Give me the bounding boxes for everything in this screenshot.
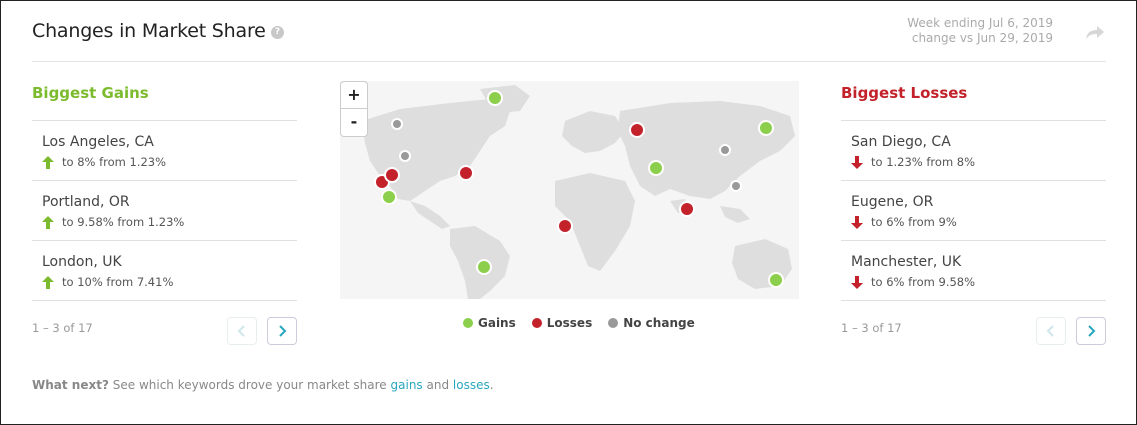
item-change: to 9.58% from 1.23% [42,215,297,229]
gains-link[interactable]: gains [390,378,423,392]
item-change: to 6% from 9.58% [851,275,1106,289]
losses-link[interactable]: losses [452,378,490,392]
losses-dot-icon [531,318,542,328]
change-text: to 8% from 1.23% [62,155,167,169]
legend-no-change-label: No change [623,316,695,330]
item-name: Eugene, OR [851,194,934,210]
item-change: to 8% from 1.23% [42,155,297,169]
list-item[interactable]: Eugene, OR to 6% from 9% [841,181,1106,241]
footer-body: See which keywords drove your market sha… [112,378,387,392]
zoom-in-button[interactable]: + [340,81,368,109]
share-icon[interactable] [1084,24,1106,42]
arrow-up-icon [42,215,54,229]
chevron-left-icon [237,325,245,337]
no-change-dot-icon [608,318,619,328]
chevron-right-icon [279,325,287,337]
arrow-down-icon [851,275,863,289]
page-title: Changes in Market Share [32,20,266,42]
arrow-up-icon [42,275,54,289]
compare-text: change vs Jun 29, 2019 [911,31,1053,45]
gains-prev-button[interactable] [227,317,257,345]
footer-period: . [489,378,494,392]
losses-list: San Diego, CA to 1.23% from 8% Eugene, O… [841,120,1106,301]
gains-pager-text: 1 – 3 of 17 [32,321,93,335]
item-name: Manchester, UK [851,254,962,270]
gains-next-button[interactable] [267,317,297,345]
map-legend: Gains Losses No change [463,316,711,330]
losses-title: Biggest Losses [841,84,968,102]
footer-text: What next? See which keywords drove your… [32,378,494,392]
item-change: to 1.23% from 8% [851,155,1106,169]
change-text: to 9.58% from 1.23% [62,215,185,229]
legend-gains-label: Gains [478,316,516,330]
item-name: San Diego, CA [851,134,951,150]
item-name: Portland, OR [42,194,130,210]
losses-next-button[interactable] [1076,317,1106,345]
item-name: Los Angeles, CA [42,134,154,150]
losses-prev-button[interactable] [1036,317,1066,345]
legend-gains: Gains [463,316,516,330]
gains-list: Los Angeles, CA to 8% from 1.23% Portlan… [32,120,297,301]
header-divider [32,61,1106,62]
world-map[interactable]: + - [340,81,799,299]
gains-dot-icon [463,318,473,328]
change-text: to 6% from 9.58% [871,275,976,289]
change-text: to 10% from 7.41% [62,275,174,289]
legend-losses-label: Losses [546,316,593,330]
change-text: to 6% from 9% [871,215,957,229]
item-change: to 6% from 9% [851,215,1106,229]
world-map-graphic [362,85,795,299]
gains-title: Biggest Gains [32,84,149,102]
week-info: Week ending Jul 6, 2019 change vs Jun 29… [907,16,1053,46]
list-item[interactable]: London, UK to 10% from 7.41% [32,241,297,301]
item-name: London, UK [42,254,122,270]
arrow-down-icon [851,155,863,169]
change-text: to 1.23% from 8% [871,155,976,169]
legend-losses: Losses [531,316,593,330]
arrow-down-icon [851,215,863,229]
footer-prefix: What next? [32,378,109,392]
footer-and: and [426,378,450,392]
list-item[interactable]: Los Angeles, CA to 8% from 1.23% [32,121,297,181]
list-item[interactable]: San Diego, CA to 1.23% from 8% [841,121,1106,181]
chevron-left-icon [1046,325,1054,337]
chevron-right-icon [1088,325,1096,337]
losses-pager-text: 1 – 3 of 17 [841,321,902,335]
help-icon[interactable]: ? [271,26,284,39]
list-item[interactable]: Manchester, UK to 6% from 9.58% [841,241,1106,301]
legend-no-change: No change [608,316,695,330]
week-ending-text: Week ending Jul 6, 2019 [907,16,1053,30]
arrow-up-icon [42,155,54,169]
list-item[interactable]: Portland, OR to 9.58% from 1.23% [32,181,297,241]
zoom-out-button[interactable]: - [340,109,368,137]
item-change: to 10% from 7.41% [42,275,297,289]
